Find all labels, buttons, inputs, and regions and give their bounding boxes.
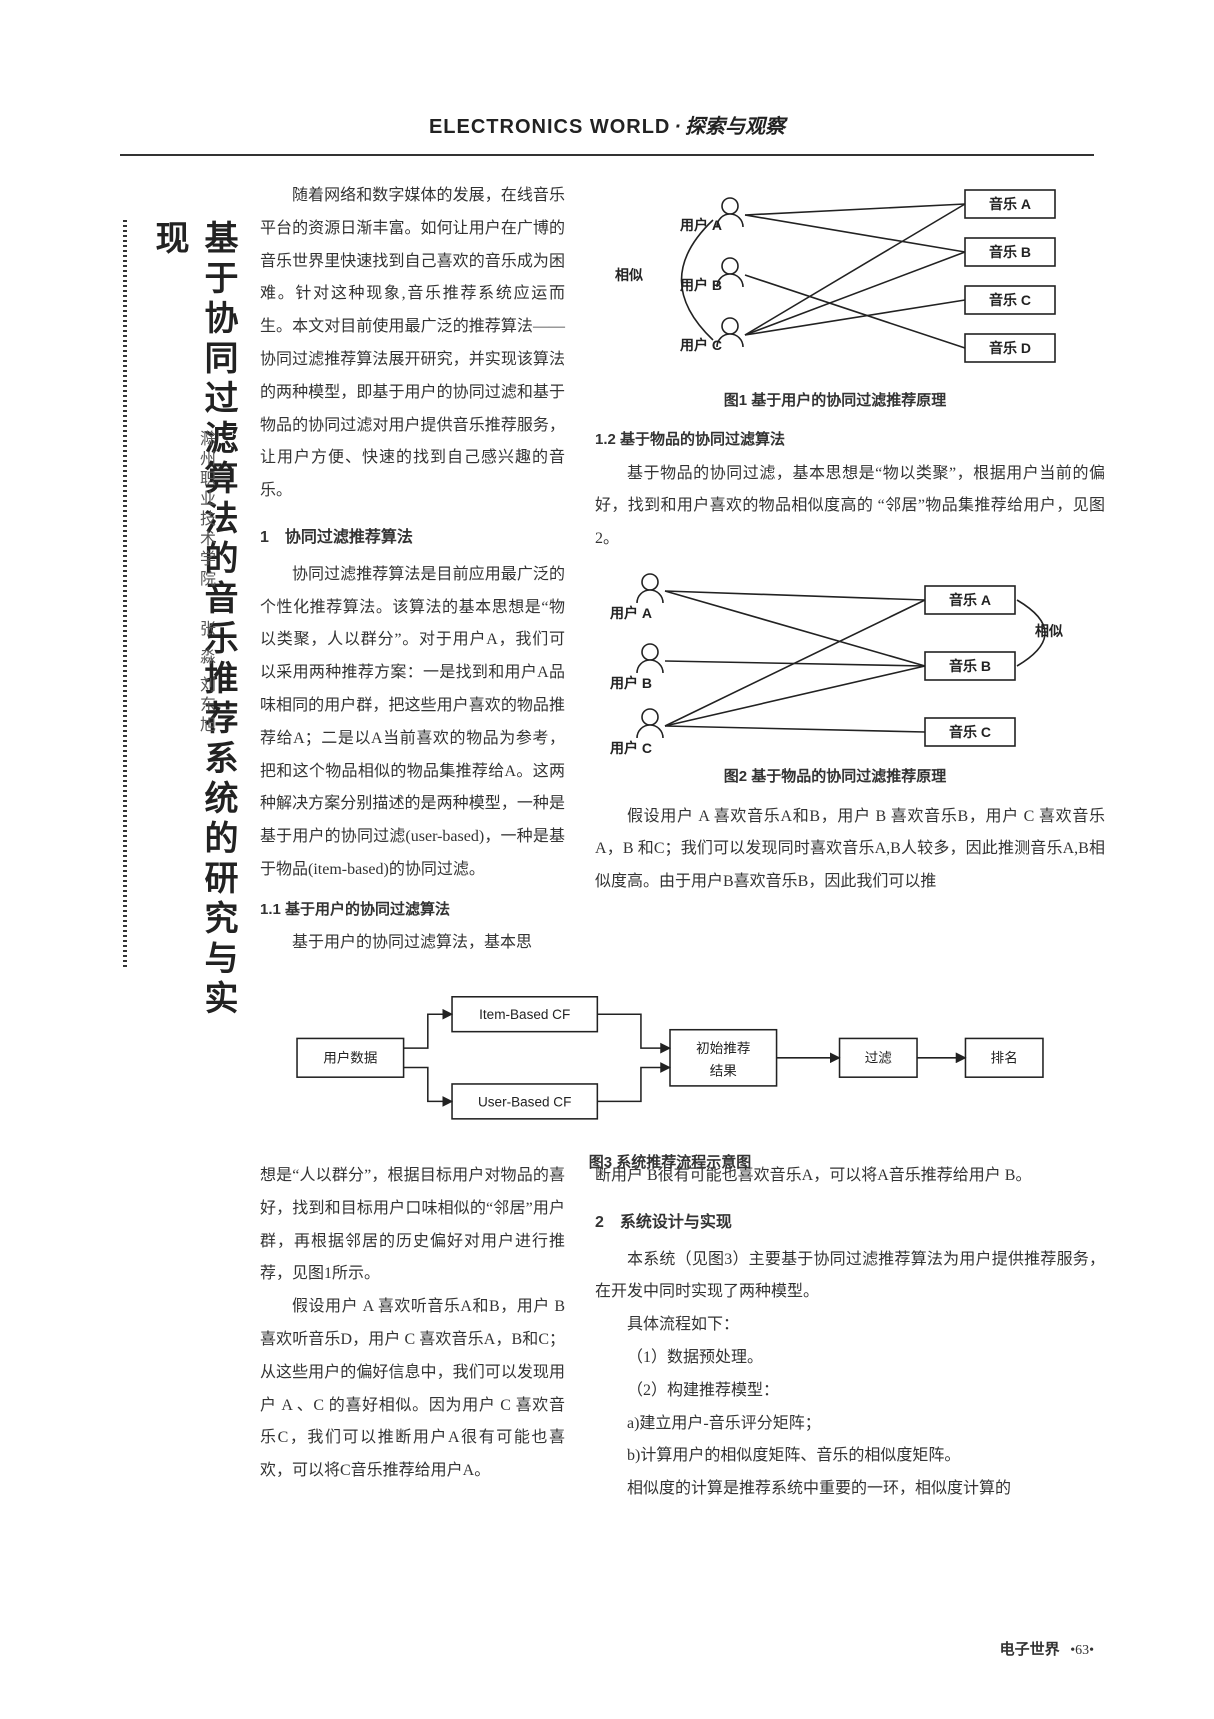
column-left-bottom: 想是“人以群分”，根据目标用户对物品的喜好，找到和目标用户口味相似的“邻居”用户… bbox=[260, 1160, 565, 1488]
fig1-item-a: 音乐 A bbox=[989, 196, 1031, 212]
section-2-list-1: （1）数据预处理。 bbox=[595, 1342, 1105, 1375]
fig1-user-b-label: 用户 B bbox=[680, 277, 722, 293]
header-cn: 探索与观察 bbox=[685, 116, 785, 138]
fig1-user-a-label: 用户 A bbox=[680, 217, 722, 233]
fig3-node-ib: Item-Based CF bbox=[479, 1007, 570, 1022]
section-1-2-paragraph-3: 断用户 B很有可能也喜欢音乐A，可以将A音乐推荐给用户 B。 bbox=[595, 1160, 1105, 1193]
intro-paragraph: 随着网络和数字媒体的发展，在线音乐平台的资源日渐丰富。如何让用户在广博的音乐世界… bbox=[260, 180, 565, 508]
section-1-2-paragraph-2: 假设用户 A 喜欢音乐A和B，用户 B 喜欢音乐B，用户 C 喜欢音乐A，B 和… bbox=[595, 801, 1105, 899]
fig1-item-c: 音乐 C bbox=[989, 292, 1031, 308]
fig1-similar-label: 相似 bbox=[615, 267, 643, 283]
figure-2: 用户 A 用户 B 用户 C 音乐 A 音乐 B 音乐 C 相似 bbox=[595, 556, 1075, 793]
section-2-list-5: 相似度的计算是推荐系统中重要的一环，相似度计算的 bbox=[595, 1473, 1105, 1506]
fig1-items: 音乐 A 音乐 B 音乐 C 音乐 D bbox=[965, 190, 1055, 362]
header-sep: · bbox=[674, 116, 681, 138]
section-2-heading: 2 系统设计与实现 bbox=[595, 1207, 1105, 1240]
section-1-1-paragraph-3: 假设用户 A 喜欢听音乐A和B，用户 B 喜欢听音乐D，用户 C 喜欢音乐A，B… bbox=[260, 1291, 565, 1488]
header-en: ELECTRONICS WORLD bbox=[429, 116, 670, 138]
section-1-1-paragraph-part2: 想是“人以群分”，根据目标用户对物品的喜好，找到和目标用户口味相似的“邻居”用户… bbox=[260, 1160, 565, 1291]
footer-journal: 电子世界 bbox=[1000, 1641, 1060, 1658]
fig1-user-c-label: 用户 C bbox=[680, 337, 722, 353]
fig2-items: 音乐 A 音乐 B 音乐 C bbox=[925, 586, 1015, 746]
header-rule bbox=[120, 154, 1094, 156]
fig2-item-a: 音乐 A bbox=[949, 592, 991, 608]
section-2-list-3: a)建立用户-音乐评分矩阵； bbox=[595, 1408, 1105, 1441]
column-left-top: 随着网络和数字媒体的发展，在线音乐平台的资源日渐丰富。如何让用户在广博的音乐世界… bbox=[260, 180, 565, 960]
fig1-item-d: 音乐 D bbox=[989, 340, 1031, 356]
figure-3: 用户数据 Item-Based CF User-Based CF 初始推荐 结果… bbox=[240, 990, 1100, 1180]
fig3-node-result-l2: 结果 bbox=[710, 1063, 738, 1078]
section-2-paragraph-1: 本系统（见图3）主要基于协同过滤推荐算法为用户提供推荐服务，在开发中同时实现了两… bbox=[595, 1244, 1105, 1310]
fig2-item-b: 音乐 B bbox=[949, 658, 991, 674]
dotted-rule-icon bbox=[123, 220, 127, 970]
fig2-edges bbox=[665, 591, 925, 732]
section-1-1-paragraph-part1: 基于用户的协同过滤算法，基本思 bbox=[260, 927, 565, 960]
fig1-item-b: 音乐 B bbox=[989, 244, 1031, 260]
vertical-title-block: 基于协同过滤算法的音乐推荐系统的研究与实现 滁州职业技术学院 张 淼 刘东旭 bbox=[145, 220, 205, 1020]
fig3-node-filter: 过滤 bbox=[865, 1051, 893, 1066]
fig3-node-data: 用户数据 bbox=[323, 1050, 377, 1066]
section-1-paragraph: 协同过滤推荐算法是目前应用最广泛的个性化推荐算法。该算法的基本思想是“物以类聚，… bbox=[260, 559, 565, 887]
figure-2-svg: 用户 A 用户 B 用户 C 音乐 A 音乐 B 音乐 C 相似 bbox=[595, 556, 1075, 756]
fig2-user-b-label: 用户 B bbox=[610, 675, 652, 691]
section-1-heading: 1 协同过滤推荐算法 bbox=[260, 522, 565, 555]
fig2-user-c-label: 用户 C bbox=[610, 740, 652, 756]
page-footer: 电子世界 •63• bbox=[1000, 1638, 1094, 1659]
fig3-node-result-l1: 初始推荐 bbox=[696, 1040, 750, 1056]
fig3-node-rank: 排名 bbox=[991, 1051, 1018, 1066]
figure-1-svg: 用户 A 用户 B 用户 C 相似 音乐 A 音乐 B 音乐 C 音乐 D bbox=[595, 180, 1075, 380]
section-1-2-paragraph-1: 基于物品的协同过滤，基本思想是“物以类聚”，根据用户当前的偏好，找到和用户喜欢的… bbox=[595, 458, 1105, 556]
fig2-similar-label: 相似 bbox=[1035, 623, 1063, 639]
section-1-1-heading: 1.1 基于用户的协同过滤算法 bbox=[260, 895, 565, 926]
column-right-bottom: 断用户 B很有可能也喜欢音乐A，可以将A音乐推荐给用户 B。 2 系统设计与实现… bbox=[595, 1160, 1105, 1506]
affiliation: 滁州职业技术学院 bbox=[193, 430, 217, 590]
authors: 张 淼 刘东旭 bbox=[193, 620, 217, 736]
fig2-user-a-label: 用户 A bbox=[610, 605, 652, 621]
figure-1-caption: 图1 基于用户的协同过滤推荐原理 bbox=[595, 386, 1075, 417]
section-1-2-heading: 1.2 基于物品的协同过滤算法 bbox=[595, 425, 1105, 456]
section-2-list-4: b)计算用户的相似度矩阵、音乐的相似度矩阵。 bbox=[595, 1440, 1105, 1473]
figure-1: 用户 A 用户 B 用户 C 相似 音乐 A 音乐 B 音乐 C 音乐 D bbox=[595, 180, 1075, 417]
figure-3-svg: 用户数据 Item-Based CF User-Based CF 初始推荐 结果… bbox=[240, 990, 1100, 1145]
column-right-top: 用户 A 用户 B 用户 C 相似 音乐 A 音乐 B 音乐 C 音乐 D bbox=[595, 180, 1105, 899]
section-2-list-0: 具体流程如下： bbox=[595, 1309, 1105, 1342]
section-2-list-2: （2）构建推荐模型： bbox=[595, 1375, 1105, 1408]
page-header: ELECTRONICS WORLD · 探索与观察 bbox=[0, 0, 1214, 154]
fig1-edges bbox=[745, 204, 965, 348]
footer-page-number: 63 bbox=[1075, 1643, 1089, 1658]
fig3-node-ub: User-Based CF bbox=[478, 1094, 571, 1109]
figure-2-caption: 图2 基于物品的协同过滤推荐原理 bbox=[595, 762, 1075, 793]
fig2-item-c: 音乐 C bbox=[949, 724, 991, 740]
